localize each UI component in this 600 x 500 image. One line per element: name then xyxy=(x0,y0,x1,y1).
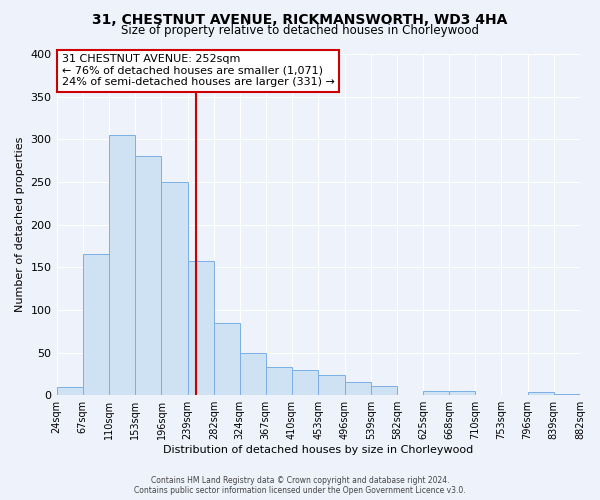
Bar xyxy=(161,182,188,395)
Bar xyxy=(239,352,266,395)
Bar xyxy=(344,382,371,395)
Bar xyxy=(83,254,109,395)
Bar xyxy=(188,262,214,395)
Bar xyxy=(109,135,135,395)
Bar xyxy=(56,386,83,395)
Bar xyxy=(554,394,580,395)
Bar xyxy=(449,391,475,395)
Bar xyxy=(135,156,161,395)
Y-axis label: Number of detached properties: Number of detached properties xyxy=(15,137,25,312)
Text: Contains HM Land Registry data © Crown copyright and database right 2024.
Contai: Contains HM Land Registry data © Crown c… xyxy=(134,476,466,495)
Bar xyxy=(214,322,239,395)
Bar xyxy=(527,392,554,395)
Bar xyxy=(318,374,344,395)
X-axis label: Distribution of detached houses by size in Chorleywood: Distribution of detached houses by size … xyxy=(163,445,473,455)
Text: 31 CHESTNUT AVENUE: 252sqm
← 76% of detached houses are smaller (1,071)
24% of s: 31 CHESTNUT AVENUE: 252sqm ← 76% of deta… xyxy=(62,54,335,87)
Text: 31, CHESTNUT AVENUE, RICKMANSWORTH, WD3 4HA: 31, CHESTNUT AVENUE, RICKMANSWORTH, WD3 … xyxy=(92,12,508,26)
Bar xyxy=(266,367,292,395)
Text: Size of property relative to detached houses in Chorleywood: Size of property relative to detached ho… xyxy=(121,24,479,37)
Bar xyxy=(371,386,397,395)
Bar xyxy=(292,370,318,395)
Bar xyxy=(423,391,449,395)
